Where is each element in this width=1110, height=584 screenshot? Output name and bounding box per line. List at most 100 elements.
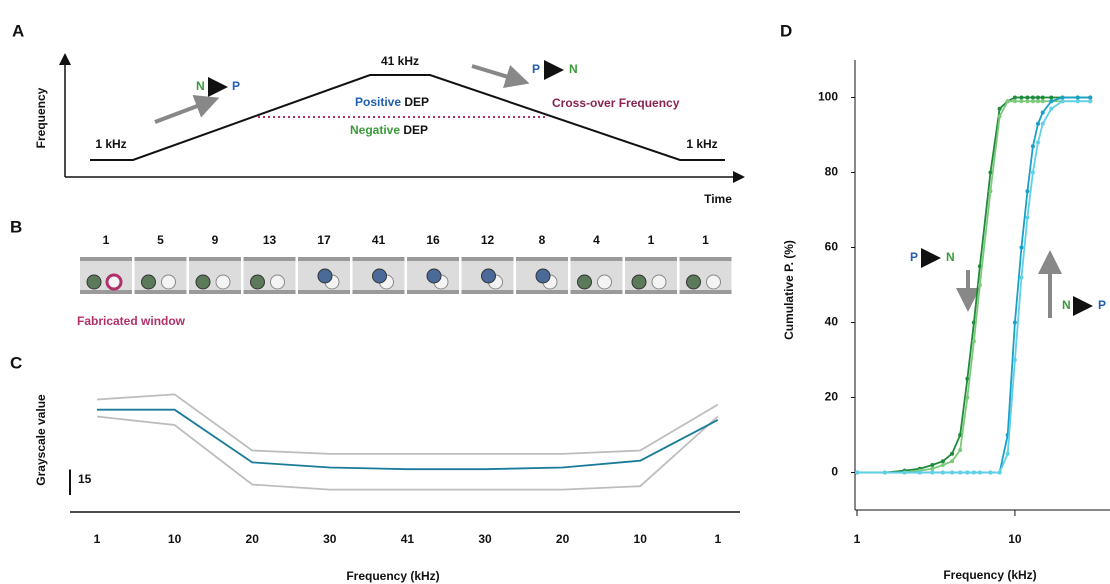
point [930, 470, 935, 475]
point [1035, 95, 1040, 100]
channel-edge [570, 290, 623, 294]
point [997, 106, 1002, 111]
frame-image [80, 257, 132, 294]
label: DEP [404, 95, 429, 109]
x-tick-label: 30 [478, 532, 492, 546]
frame: 1 [80, 233, 132, 294]
point [940, 459, 945, 464]
frame: 1 [679, 233, 732, 294]
point [882, 470, 887, 475]
channel-edge [407, 290, 459, 294]
frame-image [243, 257, 296, 294]
x-tick-label: 10 [634, 532, 648, 546]
cell [686, 274, 701, 290]
channel-edge [570, 257, 623, 261]
point [971, 339, 976, 344]
point [1035, 140, 1040, 145]
point [1049, 106, 1054, 111]
point [1005, 451, 1010, 456]
point [1025, 215, 1030, 220]
frame-image [189, 257, 241, 294]
trap [215, 274, 231, 290]
frame: 16 [407, 233, 459, 294]
annotation: P [910, 250, 918, 264]
series-line [857, 96, 1091, 474]
point [1012, 99, 1017, 104]
frame: 17 [298, 233, 350, 294]
frame-label: 13 [263, 233, 277, 247]
channel-edge [134, 290, 187, 294]
point [930, 463, 935, 467]
point [950, 459, 955, 464]
cell [577, 274, 592, 290]
panel-a: A Frequency Time 1 kHz 41 kHz 1 kHz N P … [12, 21, 745, 206]
cell [535, 268, 551, 284]
point [940, 463, 945, 467]
y-tick-label: 80 [825, 165, 839, 179]
point [1019, 99, 1024, 104]
channel-edge [80, 257, 132, 261]
frame-label: 9 [212, 233, 219, 247]
panel-letter: C [10, 353, 22, 372]
trap [597, 274, 612, 290]
x-tick-label: 1 [854, 532, 861, 546]
x-tick-label: 20 [556, 532, 570, 546]
channel-edge [352, 257, 405, 261]
x-tick-label: 1 [94, 532, 101, 546]
frame-label: 41 [372, 233, 386, 247]
trap [270, 274, 285, 290]
point [1040, 110, 1045, 115]
channel-edge [461, 257, 514, 261]
x-tick-label: 10 [1008, 532, 1022, 546]
channel-edge [189, 290, 241, 294]
channel-edge [461, 290, 514, 294]
point [950, 451, 955, 456]
series-line [857, 100, 1091, 474]
series-line [96, 393, 719, 455]
point [902, 470, 907, 475]
channel-edge [134, 257, 187, 261]
panel-letter: B [10, 217, 22, 236]
channel-edge [407, 257, 459, 261]
label: P [532, 62, 540, 76]
frame-label: 4 [593, 233, 600, 247]
cell [631, 274, 647, 290]
x-tick-label: 41 [401, 532, 415, 546]
frame: 5 [134, 233, 187, 294]
label: N [196, 79, 205, 93]
point [971, 470, 976, 475]
point [930, 466, 935, 471]
label: Negative [350, 123, 400, 137]
arrow [154, 95, 220, 124]
point [1060, 95, 1065, 100]
trap [161, 274, 176, 290]
axis-label: Time [704, 192, 732, 206]
cell [317, 268, 333, 284]
series-line [857, 100, 1091, 474]
axis-label: Grayscale value [34, 394, 48, 486]
cell [426, 268, 442, 284]
channel-edge [243, 290, 296, 294]
point [1030, 95, 1035, 100]
point [965, 470, 970, 475]
point [1088, 99, 1093, 104]
y-tick-label: 60 [825, 240, 839, 254]
series-line [96, 415, 719, 491]
frame-label: 5 [157, 233, 164, 247]
panel-b: B Fabricated window 1 5 9 13 17 41 16 12 8 4 1 1 [10, 217, 732, 328]
sweep [90, 74, 725, 161]
frame-label: 1 [702, 233, 709, 247]
channel-edge [516, 290, 568, 294]
point [965, 376, 970, 381]
frame-label: 12 [481, 233, 495, 247]
point [1030, 170, 1035, 175]
label: Positive [355, 95, 401, 109]
point [1035, 121, 1040, 126]
axis-label: Frequency (kHz) [943, 568, 1036, 582]
x-tick-label: 10 [168, 532, 182, 546]
point [988, 170, 993, 175]
channel-edge [80, 290, 132, 294]
frame: 12 [461, 233, 514, 294]
cell [86, 274, 102, 290]
